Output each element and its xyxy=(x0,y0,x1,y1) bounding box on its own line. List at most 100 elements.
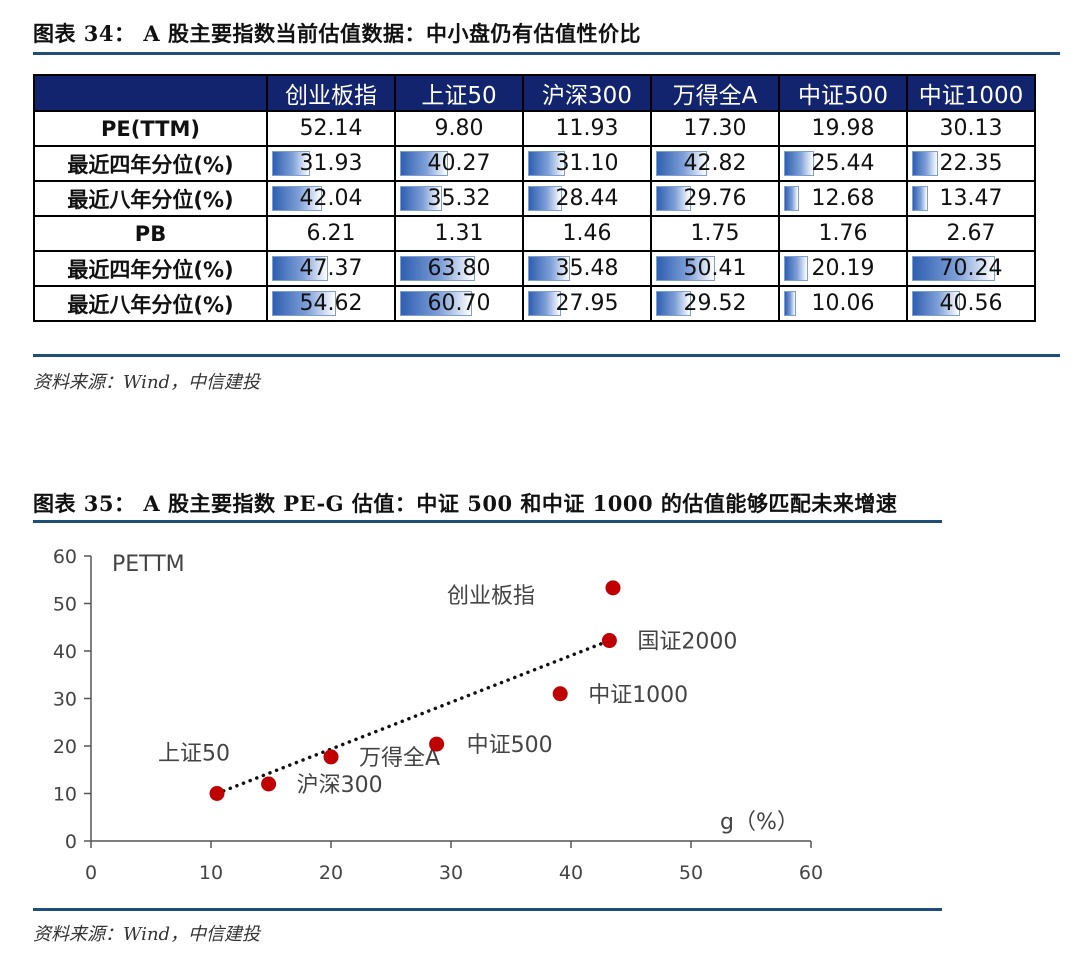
percentile-bar xyxy=(656,291,691,316)
percentile-cell: 13.47 xyxy=(906,180,1036,217)
y-axis-label: PETTM xyxy=(112,552,185,577)
y-tick-label: 10 xyxy=(53,784,77,806)
percentile-bar xyxy=(784,151,815,176)
valuation-table: 创业板指 上证50 沪深300 万得全A 中证500 中证1000 PE(TTM… xyxy=(33,74,1036,322)
percentile-value: 42.82 xyxy=(683,151,747,176)
percentile-value: 60.70 xyxy=(427,291,491,316)
percentile-bar xyxy=(528,186,562,211)
percentile-bar xyxy=(528,291,561,316)
percentile-value: 29.76 xyxy=(683,186,747,211)
percentile-cell: 40.56 xyxy=(906,285,1036,322)
percentile-value: 25.44 xyxy=(811,151,875,176)
figure-34-source: 资料来源：Wind，中信建投 xyxy=(33,372,261,393)
data-point xyxy=(605,580,621,596)
percentile-value: 12.68 xyxy=(811,186,875,211)
y-tick-label: 50 xyxy=(53,594,77,616)
table-row: 最近八年分位(%) 42.04 35.32 28.44 29.76 12.68 13.47 xyxy=(33,180,1036,217)
percentile-value: 31.10 xyxy=(555,151,619,176)
percentile-value: 50.41 xyxy=(683,256,747,281)
table-row: 最近四年分位(%) 31.93 40.27 31.10 42.82 25.44 22.35 xyxy=(33,145,1036,182)
row-label: 最近八年分位(%) xyxy=(33,180,268,217)
trend-line xyxy=(215,638,612,796)
row-label: PE(TTM) xyxy=(33,110,268,147)
column-header: 万得全A xyxy=(650,74,780,112)
percentile-cell: 54.62 xyxy=(266,285,396,322)
percentile-bar xyxy=(528,256,570,281)
valuation-value: 1.31 xyxy=(394,215,524,252)
x-tick-label: 60 xyxy=(799,862,823,884)
percentile-bar xyxy=(272,291,337,316)
y-tick-label: 0 xyxy=(65,831,77,853)
x-tick-label: 30 xyxy=(439,862,463,884)
valuation-value: 6.21 xyxy=(266,215,396,252)
data-point xyxy=(261,776,277,792)
percentile-bar xyxy=(400,186,442,211)
percentile-cell: 31.10 xyxy=(522,145,652,182)
figure-35-source: 资料来源：Wind，中信建投 xyxy=(33,924,261,945)
percentile-cell: 10.06 xyxy=(778,285,908,322)
pe-g-scatter-chart: 0 10 20 30 40 50 60 0 10 20 30 40 50 60 PETTM g（%） 上证50 沪… xyxy=(53,546,823,884)
percentile-bar xyxy=(400,291,472,316)
percentile-value: 31.93 xyxy=(299,151,363,176)
data-point xyxy=(601,633,617,649)
percentile-value: 40.27 xyxy=(427,151,491,176)
percentile-cell: 27.95 xyxy=(522,285,652,322)
x-tick-label: 50 xyxy=(679,862,703,884)
percentile-cell: 40.27 xyxy=(394,145,524,182)
percentile-cell: 20.19 xyxy=(778,250,908,287)
point-label: 上证50 xyxy=(158,742,230,767)
x-axis-label: g（%） xyxy=(720,810,799,835)
figure-34-title: 图表 34： A 股主要指数当前估值数据：中小盘仍有估值性价比 xyxy=(33,21,641,46)
table-row: PE(TTM) 52.14 9.80 11.93 17.30 19.98 30.13 xyxy=(33,110,1036,147)
percentile-cell: 25.44 xyxy=(778,145,908,182)
valuation-value: 1.46 xyxy=(522,215,652,252)
valuation-value: 17.30 xyxy=(650,110,780,147)
percentile-bar xyxy=(656,151,707,176)
percentile-cell: 28.44 xyxy=(522,180,652,217)
percentile-value: 47.37 xyxy=(299,256,363,281)
percentile-cell: 29.76 xyxy=(650,180,780,217)
y-tick-label: 40 xyxy=(53,641,77,663)
point-label: 中证1000 xyxy=(588,683,688,708)
percentile-value: 27.95 xyxy=(555,291,619,316)
percentile-value: 28.44 xyxy=(555,186,619,211)
percentile-cell: 12.68 xyxy=(778,180,908,217)
percentile-value: 13.47 xyxy=(939,186,1003,211)
percentile-value: 70.24 xyxy=(939,256,1003,281)
percentile-value: 63.80 xyxy=(427,256,491,281)
valuation-value: 1.76 xyxy=(778,215,908,252)
percentile-cell: 35.48 xyxy=(522,250,652,287)
percentile-cell: 29.52 xyxy=(650,285,780,322)
valuation-value: 19.98 xyxy=(778,110,908,147)
point-label: 国证2000 xyxy=(637,630,737,655)
point-label: 万得全A xyxy=(359,746,440,771)
valuation-value: 11.93 xyxy=(522,110,652,147)
valuation-value: 2.67 xyxy=(906,215,1036,252)
percentile-bar xyxy=(784,186,799,211)
figure-35-title-rule xyxy=(33,520,942,523)
percentile-value: 10.06 xyxy=(811,291,875,316)
point-label: 中证500 xyxy=(467,733,553,758)
percentile-bar xyxy=(912,291,960,316)
table-header-row: 创业板指 上证50 沪深300 万得全A 中证500 中证1000 xyxy=(33,74,1036,112)
row-label: 最近四年分位(%) xyxy=(33,145,268,182)
percentile-value: 40.56 xyxy=(939,291,1003,316)
figure-35-title: 图表 35： A 股主要指数 PE-G 估值：中证 500 和中证 1000 的… xyxy=(33,491,898,516)
valuation-value: 9.80 xyxy=(394,110,524,147)
figure-35-bottom-rule xyxy=(33,908,942,911)
row-label: 最近八年分位(%) xyxy=(33,285,268,322)
percentile-bar xyxy=(528,151,565,176)
percentile-cell: 31.93 xyxy=(266,145,396,182)
figure-34-bottom-rule xyxy=(33,354,1060,357)
x-tick-label: 20 xyxy=(319,862,343,884)
data-point xyxy=(552,686,568,702)
percentile-bar xyxy=(912,256,995,281)
y-tick-label: 20 xyxy=(53,736,77,758)
percentile-bar xyxy=(912,151,939,176)
data-point xyxy=(209,786,225,801)
row-label: 最近四年分位(%) xyxy=(33,250,268,287)
column-header: 中证1000 xyxy=(906,74,1036,112)
percentile-cell: 70.24 xyxy=(906,250,1036,287)
point-label: 创业板指 xyxy=(447,584,535,609)
point-label: 沪深300 xyxy=(297,773,383,798)
